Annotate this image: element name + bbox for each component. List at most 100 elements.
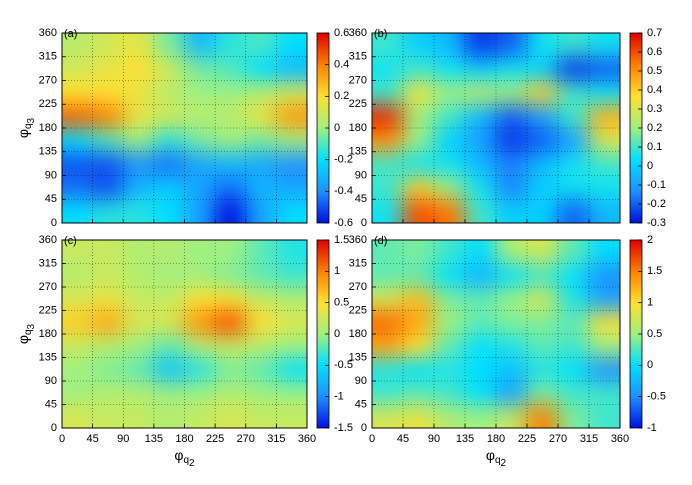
heat-cell bbox=[62, 240, 94, 264]
heat-cell bbox=[588, 357, 620, 382]
heatmap-cells bbox=[372, 240, 620, 428]
heat-cell bbox=[433, 80, 466, 105]
heat-cell bbox=[464, 240, 497, 264]
heat-cell bbox=[122, 310, 155, 335]
heat-cell bbox=[526, 357, 559, 382]
colorbar-tick-label: -1.5 bbox=[334, 422, 353, 434]
y-tick-label: 90 bbox=[355, 169, 367, 181]
heatmap-cells bbox=[62, 33, 307, 223]
heat-cell bbox=[557, 263, 590, 288]
x-tick-label: 225 bbox=[206, 433, 224, 445]
heat-cell bbox=[526, 263, 559, 288]
heat-cell bbox=[153, 240, 185, 264]
heat-cell bbox=[372, 33, 404, 58]
heat-cell bbox=[526, 380, 559, 405]
panel-label: (d) bbox=[374, 235, 387, 247]
heat-cell bbox=[588, 240, 620, 264]
heat-cell bbox=[275, 127, 307, 153]
heat-cell bbox=[495, 310, 528, 335]
heat-cell bbox=[214, 333, 247, 358]
heat-cell bbox=[495, 127, 528, 153]
heat-cell bbox=[184, 127, 216, 153]
x-tick-label: 135 bbox=[145, 433, 163, 445]
heat-cell bbox=[526, 286, 559, 311]
heat-cell bbox=[214, 380, 247, 405]
y-tick-label: 45 bbox=[355, 193, 367, 205]
heat-cell bbox=[62, 333, 94, 358]
heat-cell bbox=[153, 404, 185, 428]
heat-cell bbox=[464, 357, 497, 382]
heat-cell bbox=[214, 310, 247, 335]
y-tick-label: 225 bbox=[39, 98, 57, 110]
heat-cell bbox=[153, 333, 185, 358]
colorbar-tick-label: 0 bbox=[334, 328, 340, 340]
y-tick-label: 45 bbox=[45, 193, 57, 205]
heat-cell bbox=[402, 56, 435, 81]
heat-cell bbox=[372, 333, 404, 358]
y-tick-label: 360 bbox=[349, 27, 367, 39]
colorbar-tick-label: 0.1 bbox=[647, 141, 662, 153]
y-tick-label: 315 bbox=[39, 51, 57, 63]
y-tick-label: 315 bbox=[39, 257, 57, 269]
heat-cell bbox=[526, 310, 559, 335]
y-tick-label: 135 bbox=[39, 351, 57, 363]
heat-cell bbox=[184, 175, 216, 200]
heat-cell bbox=[153, 33, 185, 58]
heat-cell bbox=[245, 357, 277, 382]
heat-cell bbox=[62, 310, 94, 335]
heat-cell bbox=[372, 263, 404, 288]
x-tick-label: 180 bbox=[487, 433, 505, 445]
y-tick-label: 0 bbox=[361, 422, 367, 434]
heat-cell bbox=[464, 175, 497, 200]
heat-cell bbox=[122, 33, 155, 58]
panel: 0 45 90 135 180 225 270 315 360 (a) φq3 -0.6 -0.4 -0.… bbox=[15, 27, 353, 229]
colorbar-tick-label: 0 bbox=[334, 122, 340, 134]
heatmap bbox=[372, 240, 620, 428]
plot-frame bbox=[61, 32, 308, 224]
heat-cell bbox=[122, 103, 155, 129]
heat-cell bbox=[557, 56, 590, 81]
heat-cell bbox=[495, 151, 528, 176]
y-tick-label: 360 bbox=[39, 27, 57, 39]
heatmap bbox=[62, 33, 307, 223]
heat-cell bbox=[214, 263, 247, 288]
heat-cell bbox=[526, 198, 559, 223]
colorbar-tick-label: -0.5 bbox=[334, 359, 353, 371]
y-axis-label: φq3 bbox=[15, 117, 37, 138]
label-subsub: 3 bbox=[26, 117, 37, 123]
heat-cell bbox=[184, 310, 216, 335]
heat-cell bbox=[588, 56, 620, 81]
heat-cell bbox=[402, 175, 435, 200]
heat-cell bbox=[275, 357, 307, 382]
heat-cell bbox=[92, 103, 124, 129]
heatmap-cells bbox=[372, 33, 620, 223]
x-tick-label: 360 bbox=[298, 433, 316, 445]
heat-cell bbox=[184, 56, 216, 81]
heat-cell bbox=[214, 175, 247, 200]
heat-cell bbox=[495, 240, 528, 264]
heat-cell bbox=[214, 127, 247, 153]
heat-cell bbox=[372, 240, 404, 264]
heat-cell bbox=[433, 127, 466, 153]
heat-cell bbox=[122, 333, 155, 358]
heat-cell bbox=[245, 175, 277, 200]
y-tick-label: 225 bbox=[349, 304, 367, 316]
heat-cell bbox=[402, 103, 435, 129]
label-subsub: 2 bbox=[189, 458, 195, 469]
heat-cell bbox=[153, 103, 185, 129]
heat-cell bbox=[122, 357, 155, 382]
heat-cell bbox=[402, 198, 435, 223]
heat-cell bbox=[433, 56, 466, 81]
y-tick-label: 360 bbox=[39, 234, 57, 246]
x-tick-label: 225 bbox=[518, 433, 536, 445]
heat-cell bbox=[372, 80, 404, 105]
heat-cell bbox=[588, 151, 620, 176]
x-tick-label: 180 bbox=[175, 433, 193, 445]
colorbar-tick-label: 0.5 bbox=[647, 328, 662, 340]
heat-cell bbox=[245, 263, 277, 288]
heat-cell bbox=[122, 380, 155, 405]
y-tick-label: 135 bbox=[349, 351, 367, 363]
panel: 0 45 90 135 180 225 270 315 360 0 45 90 135 180 225 270… bbox=[349, 234, 666, 469]
heat-cell bbox=[153, 310, 185, 335]
heat-cell bbox=[495, 103, 528, 129]
